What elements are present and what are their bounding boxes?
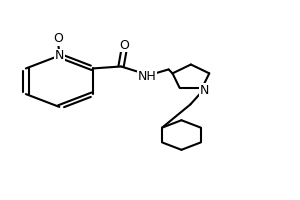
Text: O: O	[119, 39, 129, 52]
Text: O: O	[53, 32, 63, 45]
Text: NH: NH	[137, 70, 156, 83]
Text: N: N	[55, 49, 64, 62]
Text: N: N	[199, 84, 209, 97]
